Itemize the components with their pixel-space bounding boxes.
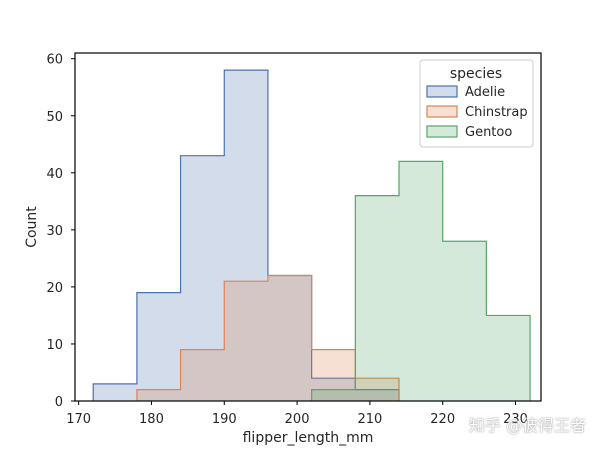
legend: species Adelie Chinstrap Gentoo (419, 59, 534, 148)
watermark: 知乎 @彼得王者 (468, 416, 586, 435)
bar (355, 195, 400, 401)
bar (399, 161, 443, 401)
bar (442, 241, 487, 401)
x-tick-label: 210 (357, 412, 382, 427)
y-tick-label: 40 (46, 167, 63, 182)
series-gentoo (311, 160, 531, 401)
legend-label-chinstrap: Chinstrap (465, 105, 528, 120)
bar (93, 383, 137, 401)
bar (267, 275, 312, 401)
y-tick-label: 10 (46, 338, 63, 353)
bar (311, 389, 356, 401)
y-tick-label: 30 (46, 224, 63, 239)
legend-title: species (450, 66, 502, 82)
bars-layer (92, 69, 531, 402)
bar (224, 70, 268, 402)
x-tick-label: 190 (212, 412, 237, 427)
series-chinstrap (136, 274, 400, 401)
bar (136, 389, 181, 401)
bar (180, 155, 225, 401)
legend-label-adelie: Adelie (465, 85, 505, 100)
x-tick-label: 170 (66, 412, 91, 427)
bar (267, 275, 312, 401)
bar (486, 315, 531, 401)
x-tick-label: 200 (285, 412, 310, 427)
series-outline (311, 160, 531, 401)
x-axis-label: flipper_length_mm (243, 430, 374, 446)
x-tick-label: 230 (503, 412, 528, 427)
y-tick-label: 50 (46, 110, 63, 125)
bar (355, 389, 400, 401)
y-axis-label: Count (24, 206, 40, 248)
legend-swatch-chinstrap (426, 105, 458, 118)
bar (224, 281, 268, 401)
legend-box (419, 59, 534, 148)
plot-frame (74, 52, 542, 402)
y-tick-label: 60 (46, 53, 63, 68)
ticks-layer: 170 180 190 200 210 220 230 0 10 20 30 40 50 60 (46, 53, 527, 427)
y-tick-label: 0 (55, 395, 63, 410)
legend-items: Adelie Chinstrap Gentoo (426, 85, 528, 140)
x-tick-label: 180 (139, 412, 164, 427)
bar (136, 292, 181, 401)
bar (355, 378, 400, 401)
legend-label-gentoo: Gentoo (465, 125, 512, 140)
bar (180, 349, 225, 401)
bar (311, 349, 356, 401)
x-tick-label: 220 (430, 412, 455, 427)
legend-swatch-gentoo (426, 125, 458, 138)
y-tick-label: 20 (46, 281, 63, 296)
legend-swatch-adelie (426, 85, 458, 98)
